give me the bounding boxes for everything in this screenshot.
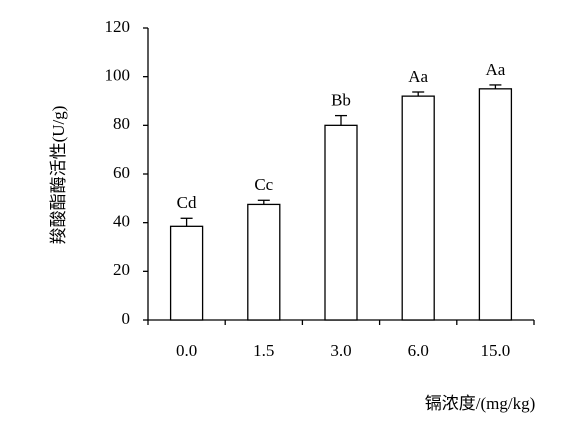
x-tick-label: 15.0 <box>481 341 511 360</box>
bar-annotation: Cd <box>177 193 197 212</box>
y-tick-label: 40 <box>113 212 130 231</box>
x-tick-label: 0.0 <box>176 341 197 360</box>
bar <box>401 95 435 321</box>
y-tick-label: 60 <box>113 163 130 182</box>
y-tick-label: 20 <box>113 260 130 279</box>
bar-annotation: Bb <box>331 91 351 110</box>
x-tick-label: 6.0 <box>408 341 429 360</box>
bar <box>247 203 281 321</box>
y-tick-label: 100 <box>105 66 131 85</box>
bar <box>478 88 513 321</box>
y-axis-label: 羧酸酯酶活性(U/g) <box>49 106 68 245</box>
bar <box>324 124 358 321</box>
y-tick-label: 120 <box>105 17 131 36</box>
x-axis-label: 镉浓度/(mg/kg) <box>425 394 536 413</box>
x-tick-label: 1.5 <box>253 341 274 360</box>
y-tick-label: 0 <box>122 309 131 328</box>
bar-annotation: Cc <box>254 175 273 194</box>
y-tick-label: 80 <box>113 114 130 133</box>
bar-annotation: Aa <box>485 60 505 79</box>
bar-annotation: Aa <box>408 67 428 86</box>
bar <box>169 225 204 321</box>
x-tick-label: 3.0 <box>330 341 351 360</box>
